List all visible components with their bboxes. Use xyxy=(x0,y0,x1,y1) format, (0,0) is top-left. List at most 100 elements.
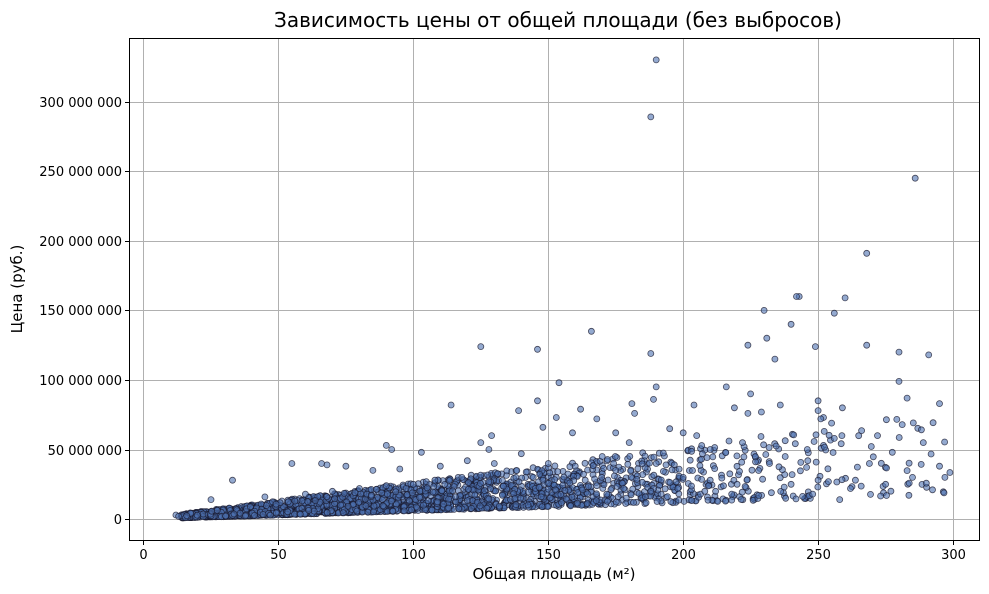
data-point xyxy=(261,493,269,501)
data-point xyxy=(554,468,562,476)
data-point xyxy=(790,431,798,439)
data-point xyxy=(408,506,415,514)
data-point xyxy=(660,467,667,475)
data-point xyxy=(758,408,765,416)
data-point xyxy=(477,343,485,351)
data-point xyxy=(905,459,913,467)
y-tick-label: 250 000 000 xyxy=(39,165,122,180)
data-point xyxy=(272,500,280,508)
data-point xyxy=(511,494,519,502)
data-points xyxy=(172,56,954,522)
data-point xyxy=(898,421,906,429)
data-point xyxy=(577,405,584,413)
x-tick-label: 250 xyxy=(806,548,831,563)
data-point xyxy=(688,447,695,455)
data-point xyxy=(323,461,331,469)
data-point xyxy=(739,439,746,447)
data-point xyxy=(647,487,655,495)
data-point xyxy=(791,440,799,448)
data-point xyxy=(561,487,569,494)
data-point xyxy=(436,462,444,470)
y-tick-label: 50 000 000 xyxy=(48,444,122,459)
data-point xyxy=(568,493,576,501)
data-point xyxy=(367,491,375,499)
data-point xyxy=(571,462,579,470)
data-point xyxy=(344,502,352,510)
data-point xyxy=(447,401,455,409)
data-point xyxy=(208,507,216,515)
data-point xyxy=(657,476,665,484)
data-point xyxy=(940,489,948,497)
data-point xyxy=(551,476,559,484)
data-point xyxy=(803,446,811,453)
data-point xyxy=(650,453,658,461)
data-point xyxy=(689,467,696,474)
data-point xyxy=(863,249,871,257)
data-point xyxy=(611,472,618,480)
data-point xyxy=(557,491,565,498)
data-point xyxy=(408,489,416,497)
data-point xyxy=(592,497,600,505)
data-point xyxy=(757,433,765,440)
data-point xyxy=(544,460,552,467)
data-point xyxy=(782,494,790,502)
data-point xyxy=(821,443,828,451)
data-point xyxy=(766,460,773,467)
data-point xyxy=(625,439,633,447)
data-point xyxy=(642,499,650,507)
data-point xyxy=(675,465,683,473)
data-point xyxy=(545,479,552,487)
data-point xyxy=(882,480,889,488)
data-point xyxy=(262,502,270,509)
data-point xyxy=(714,497,722,505)
data-point xyxy=(304,498,312,506)
data-point xyxy=(370,502,378,510)
data-point xyxy=(812,343,819,351)
data-point xyxy=(562,495,570,503)
chart-title: Зависимость цены от общей площади (без в… xyxy=(274,8,842,32)
data-point xyxy=(728,490,736,498)
data-point xyxy=(922,479,930,487)
data-point xyxy=(688,497,696,504)
data-point xyxy=(627,473,635,481)
data-point xyxy=(439,500,447,508)
data-point xyxy=(383,490,391,498)
data-point xyxy=(642,493,649,501)
data-point xyxy=(693,432,701,440)
data-point xyxy=(567,502,575,510)
data-point xyxy=(515,407,522,415)
data-point xyxy=(498,477,506,484)
data-point xyxy=(855,432,863,440)
data-point xyxy=(733,480,741,488)
data-point xyxy=(627,467,634,475)
data-point xyxy=(787,480,795,488)
data-point xyxy=(755,492,763,499)
data-point xyxy=(328,487,336,495)
data-point xyxy=(638,478,646,486)
data-point xyxy=(535,483,543,491)
data-point xyxy=(488,432,496,440)
data-point xyxy=(464,479,472,487)
data-point xyxy=(301,490,309,498)
data-point xyxy=(731,404,738,412)
data-point xyxy=(229,476,236,484)
data-point xyxy=(612,466,620,474)
data-point xyxy=(372,485,380,493)
data-point xyxy=(854,463,861,471)
data-point xyxy=(653,498,661,505)
data-point xyxy=(331,495,339,503)
data-point xyxy=(814,476,822,484)
y-tick-label: 0 xyxy=(114,513,122,528)
data-point xyxy=(781,437,789,445)
data-point xyxy=(420,501,427,509)
data-point xyxy=(690,401,698,409)
data-point xyxy=(903,467,911,475)
data-point xyxy=(477,479,484,487)
data-point xyxy=(495,502,503,510)
data-point xyxy=(812,431,820,439)
data-point xyxy=(946,469,954,476)
data-point xyxy=(712,487,719,495)
data-point xyxy=(646,459,653,467)
data-point xyxy=(429,488,437,496)
data-point xyxy=(445,495,453,503)
